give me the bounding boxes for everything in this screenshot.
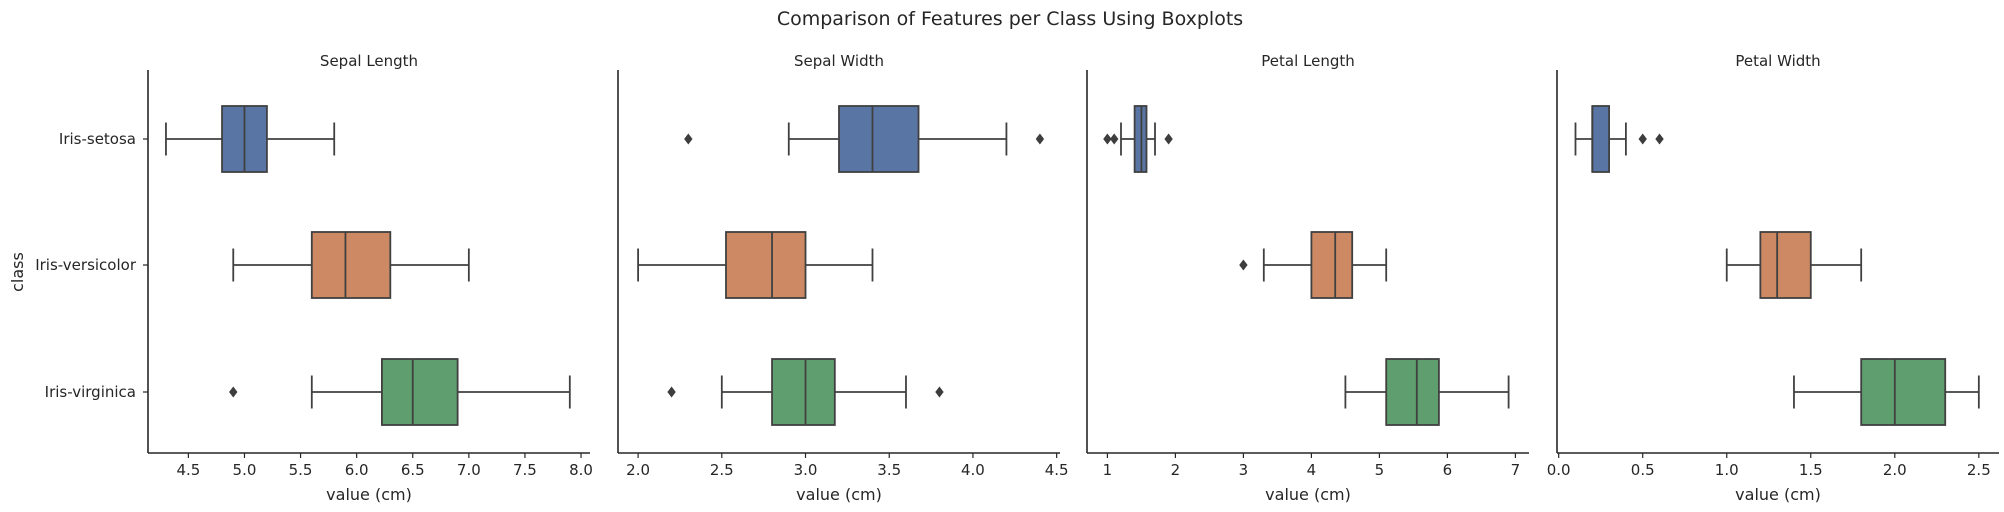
sepal-width-iris-virginica-outlier [667,386,676,398]
petal-length-x-tick-label: 3 [1239,461,1249,479]
sepal-width-iris-versicolor-iqr-box [725,231,807,299]
sepal-length-iris-virginica-iqr-box [381,358,459,426]
petal-width-iris-virginica-iqr-box [1860,358,1947,426]
petal-width-x-tick-label: 1.0 [1715,461,1739,479]
sepal-width-title: Sepal Width [794,52,884,70]
sepal-length-x-tick-label: 7.5 [513,461,537,479]
sepal-width-iris-setosa-outlier [684,133,693,145]
panel-sepal-length: Sepal Length 4.5 5.0 5.5 6.0 6.5 7.0 7.5 8.0 valu… [35,52,593,504]
petal-length-x-tick-label: 1 [1103,461,1113,479]
petal-length-iris-setosa-outlier [1103,133,1112,145]
sepal-width-box-iris-versicolor [637,231,874,299]
sepal-length-iris-versicolor-iqr-box [310,231,392,299]
panel-petal-length: Petal Length 1 2 3 4 5 6 7 value (cm) [1086,52,1529,504]
petal-width-x-axis-label: value (cm) [1735,485,1821,504]
sepal-length-iris-virginica-outlier [229,386,238,398]
petal-length-iris-setosa-outlier [1164,133,1173,145]
sepal-length-x-tick-label: 5.5 [289,461,313,479]
petal-length-iris-versicolor-iqr-box [1310,231,1354,299]
sepal-length-x-tick-label: 6.5 [401,461,425,479]
petal-width-iris-setosa-outlier [1638,133,1647,145]
sepal-length-x-tick-label: 7.0 [457,461,481,479]
petal-length-box-iris-virginica [1344,358,1510,426]
petal-width-box-iris-virginica [1793,358,1980,426]
panels: Sepal Length 4.5 5.0 5.5 6.0 6.5 7.0 7.5 8.0 valu… [35,52,1999,504]
petal-length-x-tick-label: 7 [1511,461,1521,479]
panel-sepal-width: Sepal Width 2.0 2.5 3.0 3.5 4.0 4.5 value (cm) [617,52,1069,504]
petal-length-iris-virginica-iqr-box [1385,358,1440,426]
sepal-length-x-tick-label: 5.0 [233,461,257,479]
petal-length-iris-versicolor-outlier [1239,259,1248,271]
sepal-width-x-tick-label: 2.5 [710,461,734,479]
petal-width-x-tick-label: 2.0 [1883,461,1907,479]
petal-length-x-tick-label: 6 [1443,461,1453,479]
petal-length-x-tick-label: 5 [1375,461,1385,479]
sepal-width-x-tick-label: 2.0 [626,461,650,479]
panel-petal-width: Petal Width 0.0 0.5 1.0 1.5 2.0 2.5 value (cm) [1547,52,1999,504]
sepal-width-x-axis-label: value (cm) [796,485,882,504]
petal-length-box-iris-versicolor [1239,231,1388,299]
y-tick-label-iris-versicolor: Iris-versicolor [35,256,137,274]
figure-title: Comparison of Features per Class Using B… [777,8,1243,30]
sepal-width-x-tick-label: 4.0 [961,461,985,479]
sepal-width-x-tick-label: 4.5 [1045,461,1069,479]
petal-width-iris-versicolor-iqr-box [1759,231,1812,299]
petal-length-box-iris-setosa [1103,105,1173,173]
sepal-length-box-iris-virginica [229,358,571,426]
sepal-length-x-tick-label: 8.0 [569,461,593,479]
sepal-width-x-tick-label: 3.0 [794,461,818,479]
petal-length-iris-setosa-outlier [1110,133,1119,145]
sepal-length-x-tick-label: 6.0 [345,461,369,479]
petal-width-iris-setosa-outlier [1655,133,1664,145]
sepal-width-iris-virginica-outlier [935,386,944,398]
petal-width-box-iris-setosa [1574,105,1664,173]
sepal-width-iris-setosa-outlier [1035,133,1045,145]
sepal-width-iris-virginica-iqr-box [771,358,836,426]
sepal-length-x-tick-label: 4.5 [176,461,200,479]
y-axis-label: class [8,252,27,292]
petal-width-iris-setosa-iqr-box [1591,105,1610,173]
sepal-length-title: Sepal Length [320,52,418,70]
sepal-width-box-iris-setosa [684,105,1045,173]
sepal-length-box-iris-versicolor [232,231,470,299]
sepal-width-box-iris-virginica [667,358,944,426]
sepal-width-iris-setosa-iqr-box [838,105,920,173]
petal-width-box-iris-versicolor [1725,231,1863,299]
sepal-length-x-axis-label: value (cm) [326,485,412,504]
sepal-length-box-iris-setosa [165,105,336,173]
petal-width-x-tick-label: 0.5 [1631,461,1655,479]
petal-length-x-axis-label: value (cm) [1265,485,1351,504]
petal-width-x-tick-label: 1.5 [1799,461,1823,479]
y-tick-label-iris-virginica: Iris-virginica [45,383,136,401]
petal-width-title: Petal Width [1735,52,1820,70]
petal-length-x-tick-label: 4 [1307,461,1317,479]
petal-width-x-tick-label: 0.0 [1547,461,1571,479]
petal-length-x-tick-label: 2 [1171,461,1181,479]
y-tick-label-iris-setosa: Iris-setosa [59,130,136,148]
sepal-width-x-tick-label: 3.5 [877,461,901,479]
petal-width-x-tick-label: 2.5 [1967,461,1991,479]
petal-length-title: Petal Length [1261,52,1355,70]
